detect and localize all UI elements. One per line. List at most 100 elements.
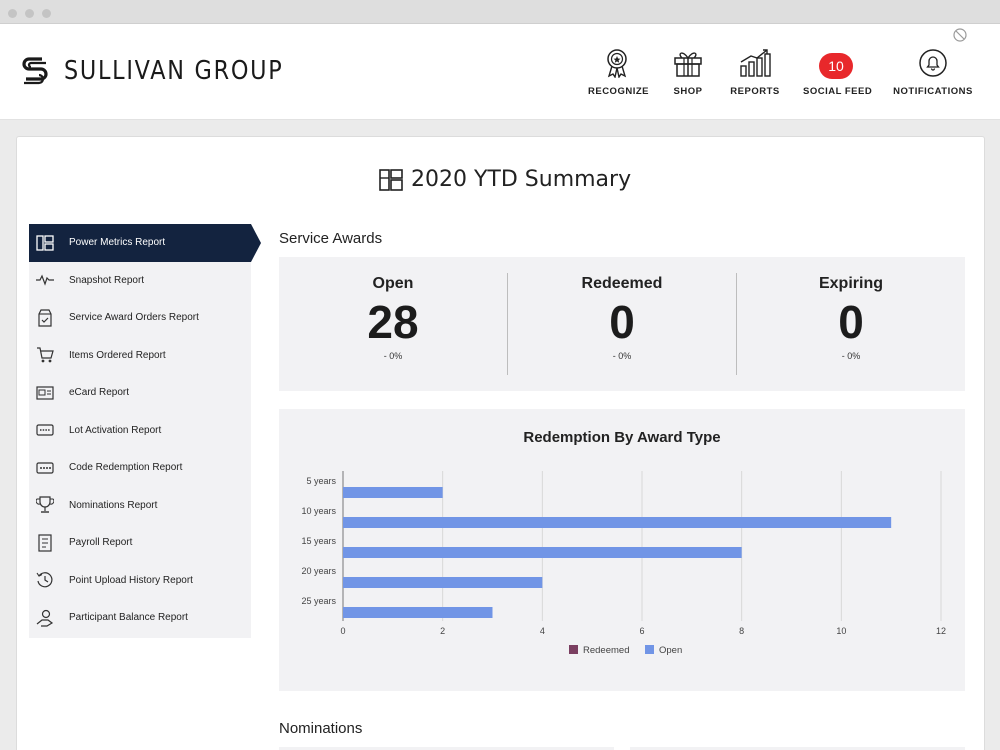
nav-social-feed-label: SOCIAL FEED — [803, 86, 873, 97]
trophy-icon — [36, 496, 54, 513]
service-awards-stats: Open 28 - 0% Redeemed 0 - 0% Expiring 0 … — [279, 257, 965, 391]
y-tick-label: 20 years — [301, 566, 336, 576]
legend-swatch — [569, 645, 578, 654]
sidebar-item-payroll[interactable]: Payroll Report — [29, 524, 251, 562]
sidebar-item-label: Payroll Report — [69, 537, 133, 549]
report-sidebar: Power Metrics Report Snapshot Report Ser… — [29, 224, 261, 638]
document-icon — [38, 534, 52, 552]
social-feed-badge: 10 — [819, 53, 853, 79]
stat-label: Expiring — [818, 275, 883, 292]
sidebar-item-code-redemption[interactable]: Code Redemption Report — [29, 449, 251, 487]
bar-open — [343, 607, 493, 618]
nav-recognize[interactable]: RECOGNIZE — [588, 46, 649, 97]
dashboard-icon — [36, 235, 54, 251]
sidebar-item-label: Power Metrics Report — [69, 237, 166, 249]
brand-logo[interactable]: SULLIVAN GROUP — [20, 54, 319, 88]
stat-value: 0 — [609, 296, 635, 348]
code-dots-icon — [36, 462, 54, 474]
nav-notifications[interactable]: NOTIFICATIONS — [893, 46, 973, 97]
window-minimize-dot[interactable] — [25, 9, 34, 18]
bar-open — [343, 547, 742, 558]
sidebar-item-label: Items Ordered Report — [69, 349, 166, 361]
chart-title: Redemption By Award Type — [523, 429, 721, 446]
sidebar-item-lot-activation[interactable]: Lot Activation Report — [29, 412, 251, 450]
sidebar-item-label: Snapshot Report — [69, 274, 145, 286]
sidebar-item-label: Participant Balance Report — [69, 612, 188, 624]
sidebar-item-items-ordered[interactable]: Items Ordered Report — [29, 337, 251, 375]
bar-open — [343, 517, 892, 528]
cart-icon — [37, 347, 54, 363]
sidebar-item-label: Lot Activation Report — [69, 424, 162, 436]
ecard-icon — [36, 386, 54, 400]
y-tick-label: 10 years — [301, 506, 336, 516]
sidebar-item-snapshot[interactable]: Snapshot Report — [29, 262, 251, 300]
stat-value: 28 — [367, 296, 419, 348]
nav-reports-label: REPORTS — [730, 86, 780, 97]
bar-open — [343, 577, 543, 588]
stat-open: Open 28 - 0% — [279, 273, 507, 375]
x-tick-label: 2 — [440, 626, 445, 636]
history-icon — [36, 572, 53, 588]
nav-reports[interactable]: REPORTS — [730, 46, 780, 97]
bar-chart-icon — [740, 49, 771, 77]
nav-recognize-label: RECOGNIZE — [588, 86, 649, 97]
sidebar-item-label: eCard Report — [69, 387, 130, 399]
stat-expiring: Expiring 0 - 0% — [736, 273, 965, 375]
x-tick-label: 12 — [936, 626, 946, 636]
dashboard-icon — [379, 168, 403, 191]
sidebar-item-power-metrics[interactable]: Power Metrics Report — [29, 224, 261, 262]
x-tick-label: 8 — [739, 626, 744, 636]
x-tick-label: 10 — [836, 626, 846, 636]
nominations-cards — [279, 747, 965, 750]
app-header: SULLIVAN GROUP RECOGNIZE SHOP — [0, 24, 1000, 120]
sidebar-item-label: Code Redemption Report — [69, 462, 183, 474]
sidebar-item-service-award-orders[interactable]: Service Award Orders Report — [29, 299, 251, 337]
x-tick-label: 4 — [540, 626, 545, 636]
window-close-dot[interactable] — [8, 9, 17, 18]
nav-notifications-label: NOTIFICATIONS — [893, 86, 973, 97]
page-title: 2020 YTD Summary — [379, 167, 631, 192]
pulse-icon — [36, 274, 54, 287]
settings-icon[interactable] — [953, 28, 967, 42]
legend-label: Redeemed — [583, 645, 629, 656]
stat-redeemed: Redeemed 0 - 0% — [507, 273, 736, 375]
y-tick-label: 25 years — [301, 596, 336, 606]
main-panel: 2020 YTD Summary Power Metrics Report Sn… — [16, 136, 985, 750]
hand-coin-icon — [36, 609, 54, 627]
award-ribbon-icon — [607, 49, 627, 78]
nav-shop-label: SHOP — [673, 86, 703, 97]
sidebar-item-label: Point Upload History Report — [69, 574, 193, 586]
stat-label: Redeemed — [581, 275, 663, 292]
x-tick-label: 6 — [639, 626, 644, 636]
page-title-text: 2020 YTD Summary — [411, 167, 632, 192]
browser-chrome — [0, 0, 1000, 24]
sidebar-item-ecard[interactable]: eCard Report — [29, 374, 251, 412]
stat-value: 0 — [838, 296, 864, 348]
bell-icon — [919, 49, 947, 77]
nav-social-feed[interactable]: 10 SOCIAL FEED — [803, 46, 873, 97]
sullivan-logo-icon — [22, 57, 48, 85]
stat-label: Open — [372, 275, 414, 292]
stat-change: - 0% — [841, 351, 861, 361]
nominations-heading: Nominations — [279, 720, 363, 737]
box-check-icon — [38, 309, 52, 327]
sidebar-item-nominations[interactable]: Nominations Report — [29, 487, 251, 525]
bar-open — [343, 487, 443, 498]
sidebar-item-label: Nominations Report — [69, 499, 158, 511]
x-tick-label: 0 — [340, 626, 345, 636]
sidebar-item-label: Service Award Orders Report — [69, 312, 199, 324]
service-awards-heading: Service Awards — [279, 230, 383, 247]
sidebar-item-participant-balance[interactable]: Participant Balance Report — [29, 599, 251, 637]
nominations-card — [630, 747, 965, 750]
nav-shop[interactable]: SHOP — [668, 46, 708, 97]
stat-change: - 0% — [383, 351, 403, 361]
legend-label: Open — [659, 645, 682, 656]
window-maximize-dot[interactable] — [42, 9, 51, 18]
gift-icon — [674, 52, 702, 77]
redemption-bar-chart: 0 2 4 6 8 10 12 5 years 10 years 15 years 20 years… — [301, 471, 946, 656]
sidebar-item-point-upload-history[interactable]: Point Upload History Report — [29, 562, 251, 600]
nominations-card — [279, 747, 614, 750]
stat-change: - 0% — [612, 351, 632, 361]
brand-name: SULLIVAN GROUP — [64, 56, 284, 86]
card-dots-icon — [36, 424, 54, 436]
